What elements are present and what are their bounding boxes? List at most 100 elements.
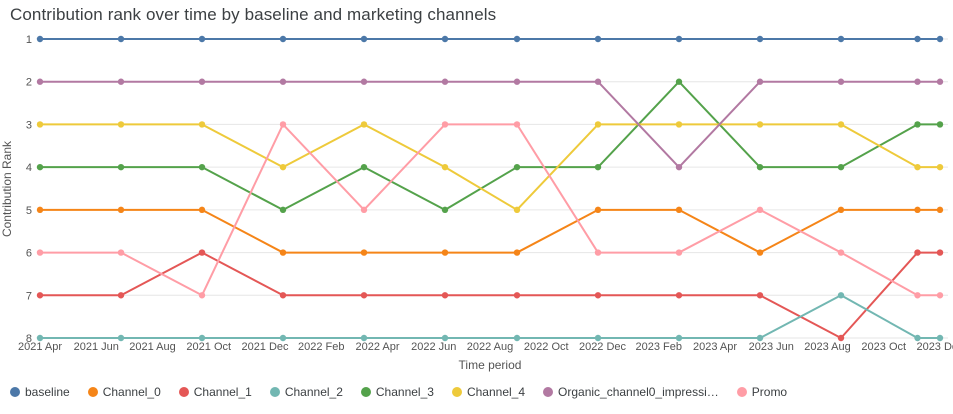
- data-point[interactable]: [36, 249, 44, 256]
- data-point[interactable]: [914, 334, 921, 342]
- data-point[interactable]: [936, 163, 944, 171]
- legend-item-Promo[interactable]: Promo: [736, 385, 787, 399]
- data-point[interactable]: [513, 292, 521, 299]
- data-point[interactable]: [675, 292, 683, 299]
- data-point[interactable]: [198, 206, 206, 214]
- data-point[interactable]: [360, 206, 368, 214]
- data-point[interactable]: [914, 206, 921, 214]
- data-point[interactable]: [117, 163, 125, 171]
- data-point[interactable]: [117, 78, 125, 85]
- data-point[interactable]: [756, 334, 764, 342]
- data-point[interactable]: [513, 334, 521, 342]
- data-point[interactable]: [756, 121, 764, 128]
- data-point[interactable]: [914, 121, 921, 128]
- data-point[interactable]: [198, 334, 206, 342]
- data-point[interactable]: [936, 35, 944, 43]
- data-point[interactable]: [198, 35, 206, 43]
- data-point[interactable]: [441, 121, 449, 128]
- data-point[interactable]: [279, 249, 287, 256]
- data-point[interactable]: [756, 292, 764, 299]
- data-point[interactable]: [117, 334, 125, 342]
- legend-item-Channel_4[interactable]: Channel_4: [451, 385, 525, 399]
- data-point[interactable]: [441, 163, 449, 171]
- data-point[interactable]: [198, 78, 206, 85]
- data-point[interactable]: [914, 249, 921, 256]
- data-point[interactable]: [279, 35, 287, 43]
- data-point[interactable]: [360, 35, 368, 43]
- data-point[interactable]: [360, 292, 368, 299]
- data-point[interactable]: [594, 292, 602, 299]
- data-point[interactable]: [441, 249, 449, 256]
- data-point[interactable]: [594, 78, 602, 85]
- data-point[interactable]: [198, 163, 206, 171]
- data-point[interactable]: [756, 206, 764, 214]
- data-point[interactable]: [36, 163, 44, 171]
- data-point[interactable]: [837, 35, 845, 43]
- data-point[interactable]: [936, 292, 944, 299]
- data-point[interactable]: [837, 292, 845, 299]
- data-point[interactable]: [936, 249, 944, 256]
- data-point[interactable]: [675, 35, 683, 43]
- data-point[interactable]: [936, 206, 944, 214]
- legend-item-baseline[interactable]: baseline: [10, 385, 70, 399]
- legend-item-Channel_1[interactable]: Channel_1: [178, 385, 252, 399]
- data-point[interactable]: [279, 121, 287, 128]
- data-point[interactable]: [360, 249, 368, 256]
- data-point[interactable]: [914, 163, 921, 171]
- data-point[interactable]: [279, 334, 287, 342]
- data-point[interactable]: [837, 121, 845, 128]
- data-point[interactable]: [837, 249, 845, 256]
- data-point[interactable]: [914, 35, 921, 43]
- legend-item-Channel_3[interactable]: Channel_3: [360, 385, 434, 399]
- data-point[interactable]: [198, 292, 206, 299]
- data-point[interactable]: [513, 249, 521, 256]
- data-point[interactable]: [837, 206, 845, 214]
- data-point[interactable]: [441, 206, 449, 214]
- data-point[interactable]: [594, 121, 602, 128]
- data-point[interactable]: [914, 78, 921, 85]
- data-point[interactable]: [360, 334, 368, 342]
- data-point[interactable]: [117, 121, 125, 128]
- data-point[interactable]: [675, 163, 683, 171]
- data-point[interactable]: [441, 78, 449, 85]
- data-point[interactable]: [756, 78, 764, 85]
- data-point[interactable]: [513, 35, 521, 43]
- data-point[interactable]: [837, 334, 845, 342]
- data-point[interactable]: [936, 334, 944, 342]
- legend-item-Organic_channel0_impressi…[interactable]: Organic_channel0_impressi…: [543, 385, 719, 399]
- data-point[interactable]: [594, 35, 602, 43]
- data-point[interactable]: [360, 163, 368, 171]
- data-point[interactable]: [675, 334, 683, 342]
- data-point[interactable]: [513, 206, 521, 214]
- data-point[interactable]: [756, 35, 764, 43]
- data-point[interactable]: [837, 78, 845, 85]
- data-point[interactable]: [441, 334, 449, 342]
- data-point[interactable]: [837, 163, 845, 171]
- data-point[interactable]: [198, 249, 206, 256]
- data-point[interactable]: [360, 78, 368, 85]
- data-point[interactable]: [675, 249, 683, 256]
- data-point[interactable]: [117, 249, 125, 256]
- data-point[interactable]: [36, 78, 44, 85]
- legend-item-Channel_0[interactable]: Channel_0: [87, 385, 161, 399]
- legend-item-Channel_2[interactable]: Channel_2: [269, 385, 343, 399]
- data-point[interactable]: [441, 292, 449, 299]
- data-point[interactable]: [914, 292, 921, 299]
- data-point[interactable]: [513, 163, 521, 171]
- data-point[interactable]: [36, 121, 44, 128]
- data-point[interactable]: [36, 292, 44, 299]
- data-point[interactable]: [594, 249, 602, 256]
- data-point[interactable]: [279, 78, 287, 85]
- data-point[interactable]: [675, 78, 683, 85]
- data-point[interactable]: [36, 206, 44, 214]
- data-point[interactable]: [117, 35, 125, 43]
- data-point[interactable]: [936, 78, 944, 85]
- data-point[interactable]: [594, 163, 602, 171]
- data-point[interactable]: [117, 292, 125, 299]
- data-point[interactable]: [756, 163, 764, 171]
- data-point[interactable]: [36, 35, 44, 43]
- data-point[interactable]: [279, 163, 287, 171]
- data-point[interactable]: [756, 249, 764, 256]
- data-point[interactable]: [675, 206, 683, 214]
- data-point[interactable]: [198, 121, 206, 128]
